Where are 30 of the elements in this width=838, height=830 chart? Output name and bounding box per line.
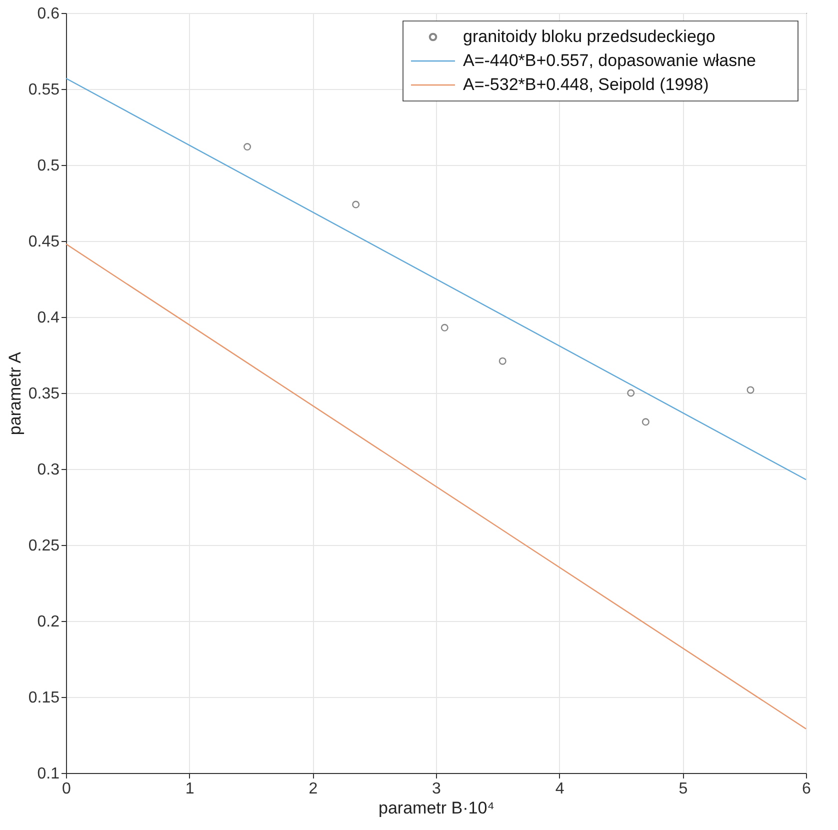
legend-label: A=-440*B+0.557, dopasowanie własne bbox=[463, 51, 756, 70]
y-tick-label: 0.3 bbox=[37, 462, 60, 478]
y-tick-label: 0.55 bbox=[28, 82, 60, 98]
y-tick-label: 0.4 bbox=[37, 310, 60, 326]
y-tick-label: 0.6 bbox=[37, 6, 60, 22]
y-tick-label: 0.45 bbox=[28, 234, 60, 250]
x-tick-label: 5 bbox=[678, 780, 688, 798]
x-axis-title: parametr B·10⁴ bbox=[378, 798, 494, 818]
point bbox=[244, 143, 252, 151]
x-tick-label: 4 bbox=[555, 780, 564, 798]
y-axis-title: parametr A bbox=[5, 351, 24, 436]
y-tick-label: 0.5 bbox=[37, 158, 60, 174]
y-tick-label: 0.2 bbox=[37, 614, 60, 630]
x-tick-label: 0 bbox=[62, 780, 72, 798]
y-tick-label: 0.35 bbox=[28, 386, 60, 402]
point bbox=[627, 389, 635, 397]
point bbox=[746, 386, 754, 394]
y-tick-label: 0.1 bbox=[37, 766, 60, 782]
legend-label: granitoidy bloku przedsudeckiego bbox=[463, 27, 716, 46]
y-tick-label: 0.25 bbox=[28, 538, 60, 554]
y-tick-label: 0.15 bbox=[28, 690, 60, 706]
x-tick-label: 1 bbox=[185, 780, 194, 798]
point bbox=[642, 418, 650, 426]
x-tick-label: 2 bbox=[308, 780, 318, 798]
legend-label: A=-532*B+0.448, Seipold (1998) bbox=[463, 75, 709, 94]
point bbox=[352, 200, 360, 208]
x-tick-label: 3 bbox=[432, 780, 442, 798]
point bbox=[440, 324, 448, 332]
point bbox=[498, 357, 506, 365]
x-tick-label: 6 bbox=[802, 780, 812, 798]
